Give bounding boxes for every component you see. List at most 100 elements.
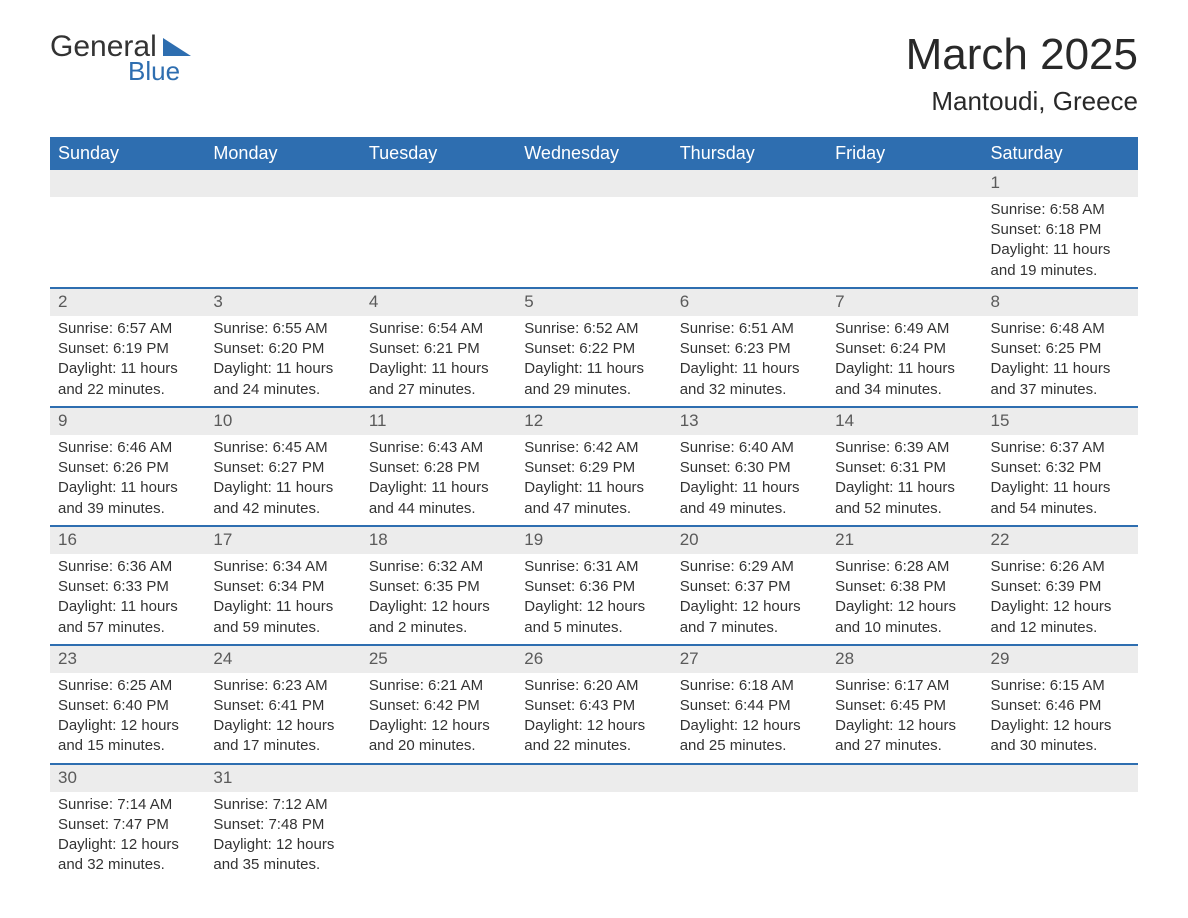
daylight-text: Daylight: 12 hours and 2 minutes. — [369, 597, 508, 638]
daylight-text: Daylight: 11 hours and 57 minutes. — [58, 597, 197, 638]
day-info: Sunrise: 6:15 AMSunset: 6:46 PMDaylight:… — [983, 673, 1138, 763]
daylight-text: Daylight: 11 hours and 19 minutes. — [991, 240, 1130, 281]
day-number: 26 — [516, 646, 671, 673]
sunrise-text: Sunrise: 7:12 AM — [213, 795, 352, 815]
day-header: Tuesday — [361, 137, 516, 170]
day-info: Sunrise: 6:37 AMSunset: 6:32 PMDaylight:… — [983, 435, 1138, 525]
calendar-cell: 14Sunrise: 6:39 AMSunset: 6:31 PMDayligh… — [827, 407, 982, 526]
day-info — [361, 792, 516, 870]
daylight-text: Daylight: 11 hours and 24 minutes. — [213, 359, 352, 400]
day-info — [827, 792, 982, 870]
calendar-cell — [361, 764, 516, 882]
sunrise-text: Sunrise: 6:46 AM — [58, 438, 197, 458]
day-header: Thursday — [672, 137, 827, 170]
day-info: Sunrise: 6:42 AMSunset: 6:29 PMDaylight:… — [516, 435, 671, 525]
daylight-text: Daylight: 12 hours and 5 minutes. — [524, 597, 663, 638]
day-info: Sunrise: 6:43 AMSunset: 6:28 PMDaylight:… — [361, 435, 516, 525]
logo-text-blue: Blue — [128, 56, 191, 87]
sunrise-text: Sunrise: 6:26 AM — [991, 557, 1130, 577]
day-info: Sunrise: 6:31 AMSunset: 6:36 PMDaylight:… — [516, 554, 671, 644]
daylight-text: Daylight: 12 hours and 35 minutes. — [213, 835, 352, 876]
daylight-text: Daylight: 12 hours and 32 minutes. — [58, 835, 197, 876]
sunrise-text: Sunrise: 6:23 AM — [213, 676, 352, 696]
sunset-text: Sunset: 6:29 PM — [524, 458, 663, 478]
day-info: Sunrise: 6:25 AMSunset: 6:40 PMDaylight:… — [50, 673, 205, 763]
day-number: 19 — [516, 527, 671, 554]
calendar-cell — [516, 764, 671, 882]
day-info — [361, 197, 516, 275]
day-info: Sunrise: 6:40 AMSunset: 6:30 PMDaylight:… — [672, 435, 827, 525]
calendar-cell — [361, 170, 516, 288]
calendar-cell: 5Sunrise: 6:52 AMSunset: 6:22 PMDaylight… — [516, 288, 671, 407]
day-number — [516, 170, 671, 197]
daylight-text: Daylight: 12 hours and 30 minutes. — [991, 716, 1130, 757]
day-number: 16 — [50, 527, 205, 554]
sunset-text: Sunset: 6:39 PM — [991, 577, 1130, 597]
daylight-text: Daylight: 11 hours and 32 minutes. — [680, 359, 819, 400]
day-info: Sunrise: 6:17 AMSunset: 6:45 PMDaylight:… — [827, 673, 982, 763]
sunset-text: Sunset: 6:19 PM — [58, 339, 197, 359]
daylight-text: Daylight: 11 hours and 39 minutes. — [58, 478, 197, 519]
day-number: 10 — [205, 408, 360, 435]
calendar-cell: 15Sunrise: 6:37 AMSunset: 6:32 PMDayligh… — [983, 407, 1138, 526]
day-info: Sunrise: 6:58 AMSunset: 6:18 PMDaylight:… — [983, 197, 1138, 287]
calendar-cell — [827, 170, 982, 288]
calendar-cell: 26Sunrise: 6:20 AMSunset: 6:43 PMDayligh… — [516, 645, 671, 764]
sunrise-text: Sunrise: 6:55 AM — [213, 319, 352, 339]
sunset-text: Sunset: 6:21 PM — [369, 339, 508, 359]
calendar-cell: 6Sunrise: 6:51 AMSunset: 6:23 PMDaylight… — [672, 288, 827, 407]
daylight-text: Daylight: 12 hours and 10 minutes. — [835, 597, 974, 638]
sunset-text: Sunset: 6:46 PM — [991, 696, 1130, 716]
day-info — [205, 197, 360, 275]
sunrise-text: Sunrise: 6:48 AM — [991, 319, 1130, 339]
sunset-text: Sunset: 6:27 PM — [213, 458, 352, 478]
day-info: Sunrise: 6:29 AMSunset: 6:37 PMDaylight:… — [672, 554, 827, 644]
day-number — [983, 765, 1138, 792]
day-number — [361, 170, 516, 197]
day-info: Sunrise: 6:34 AMSunset: 6:34 PMDaylight:… — [205, 554, 360, 644]
calendar-cell — [516, 170, 671, 288]
day-number: 5 — [516, 289, 671, 316]
daylight-text: Daylight: 12 hours and 17 minutes. — [213, 716, 352, 757]
daylight-text: Daylight: 11 hours and 44 minutes. — [369, 478, 508, 519]
day-number: 11 — [361, 408, 516, 435]
day-number: 12 — [516, 408, 671, 435]
sunset-text: Sunset: 6:44 PM — [680, 696, 819, 716]
day-number — [672, 170, 827, 197]
day-number: 29 — [983, 646, 1138, 673]
daylight-text: Daylight: 11 hours and 27 minutes. — [369, 359, 508, 400]
day-info: Sunrise: 6:28 AMSunset: 6:38 PMDaylight:… — [827, 554, 982, 644]
day-info: Sunrise: 6:39 AMSunset: 6:31 PMDaylight:… — [827, 435, 982, 525]
sunset-text: Sunset: 6:40 PM — [58, 696, 197, 716]
sunrise-text: Sunrise: 6:40 AM — [680, 438, 819, 458]
calendar-cell: 23Sunrise: 6:25 AMSunset: 6:40 PMDayligh… — [50, 645, 205, 764]
calendar-cell: 9 Sunrise: 6:46 AMSunset: 6:26 PMDaylight… — [50, 407, 205, 526]
day-info: Sunrise: 6:45 AMSunset: 6:27 PMDaylight:… — [205, 435, 360, 525]
calendar-cell: 29Sunrise: 6:15 AMSunset: 6:46 PMDayligh… — [983, 645, 1138, 764]
day-number — [516, 765, 671, 792]
calendar-cell: 19Sunrise: 6:31 AMSunset: 6:36 PMDayligh… — [516, 526, 671, 645]
sunrise-text: Sunrise: 6:34 AM — [213, 557, 352, 577]
logo-triangle-icon — [163, 38, 191, 56]
day-number — [205, 170, 360, 197]
day-number — [50, 170, 205, 197]
day-info: Sunrise: 6:21 AMSunset: 6:42 PMDaylight:… — [361, 673, 516, 763]
daylight-text: Daylight: 11 hours and 49 minutes. — [680, 478, 819, 519]
sunset-text: Sunset: 6:23 PM — [680, 339, 819, 359]
sunset-text: Sunset: 6:34 PM — [213, 577, 352, 597]
day-info — [50, 197, 205, 275]
day-number: 22 — [983, 527, 1138, 554]
sunrise-text: Sunrise: 6:58 AM — [991, 200, 1130, 220]
sunset-text: Sunset: 6:35 PM — [369, 577, 508, 597]
sunset-text: Sunset: 6:26 PM — [58, 458, 197, 478]
page-subtitle: Mantoudi, Greece — [906, 86, 1138, 117]
day-number: 23 — [50, 646, 205, 673]
daylight-text: Daylight: 12 hours and 15 minutes. — [58, 716, 197, 757]
day-number: 9 — [50, 408, 205, 435]
day-number: 24 — [205, 646, 360, 673]
daylight-text: Daylight: 12 hours and 7 minutes. — [680, 597, 819, 638]
sunrise-text: Sunrise: 6:37 AM — [991, 438, 1130, 458]
day-number: 15 — [983, 408, 1138, 435]
day-info: Sunrise: 6:23 AMSunset: 6:41 PMDaylight:… — [205, 673, 360, 763]
calendar-cell: 27Sunrise: 6:18 AMSunset: 6:44 PMDayligh… — [672, 645, 827, 764]
